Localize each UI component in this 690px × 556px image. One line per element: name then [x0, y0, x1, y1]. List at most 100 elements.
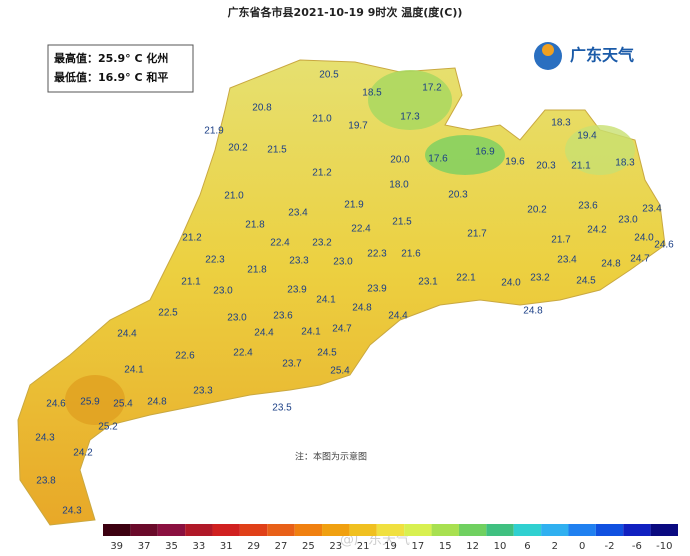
legend-tick-label: 23	[329, 541, 342, 552]
station-value: 24.4	[388, 311, 408, 322]
legend-swatch	[513, 524, 542, 536]
summary-box	[47, 44, 194, 93]
legend-tick-label: 0	[579, 541, 585, 552]
station-value: 24.0	[501, 278, 521, 289]
station-value: 24.5	[576, 276, 596, 287]
legend-tick-label: -2	[605, 541, 615, 552]
station-value: 21.8	[245, 220, 265, 231]
cool-area	[425, 135, 505, 175]
legend-tick-label: 12	[466, 541, 479, 552]
legend-swatch	[157, 524, 186, 536]
station-value: 24.5	[317, 348, 337, 359]
station-value: 24.8	[352, 303, 372, 314]
station-value: 21.2	[182, 233, 202, 244]
legend-swatch	[185, 524, 213, 536]
station-labels: 20.5 18.5 17.2 20.8 21.0 19.7 17.3 18.3 21.9 19.4…	[35, 70, 674, 517]
station-value: 23.8	[36, 476, 56, 487]
title: 广东省各市县2021-10-19 9时次 温度(度(C))	[228, 5, 463, 19]
station-value: 17.3	[400, 112, 420, 123]
station-value: 24.7	[630, 254, 650, 265]
station-value: 23.3	[289, 256, 309, 267]
legend-swatch	[239, 524, 268, 536]
min-value: 最低值：16.9° C 和平	[54, 70, 168, 84]
logo-sun	[542, 44, 554, 56]
station-value: 21.2	[312, 168, 332, 179]
station-value: 23.0	[213, 286, 233, 297]
station-value: 19.4	[577, 131, 597, 142]
legend-tick-label: 35	[165, 541, 178, 552]
legend-tick-label: 39	[110, 541, 123, 552]
max-value: 最高值：25.9° C 化州	[54, 51, 168, 65]
legend-swatch	[431, 524, 459, 536]
legend-swatch	[650, 524, 678, 536]
station-value: 21.1	[571, 161, 591, 172]
station-value: 24.1	[301, 327, 321, 338]
province-map	[17, 59, 666, 526]
station-value: 21.0	[312, 114, 332, 125]
legend-tick-label: 37	[138, 541, 151, 552]
station-value: 21.5	[392, 217, 412, 228]
station-value: 23.7	[282, 359, 302, 370]
legend-swatch	[486, 524, 514, 536]
legend-tick-label: 19	[384, 541, 397, 552]
station-value: 22.5	[158, 308, 178, 319]
station-value: 22.3	[205, 255, 225, 266]
station-value: 21.7	[467, 229, 487, 240]
station-value: 20.3	[448, 190, 468, 201]
station-value: 23.2	[312, 238, 332, 249]
station-value: 17.2	[422, 83, 442, 94]
legend-tick-label: 25	[302, 541, 315, 552]
station-value: 22.1	[456, 273, 476, 284]
legend-swatch	[322, 524, 350, 536]
station-value: 25.4	[113, 399, 133, 410]
station-value: 21.1	[181, 277, 201, 288]
station-value: 22.3	[367, 249, 387, 260]
legend-swatch	[212, 524, 240, 536]
legend-swatch	[294, 524, 323, 536]
station-value: 22.4	[270, 238, 290, 249]
legend-swatch	[130, 524, 158, 536]
station-value: 23.2	[530, 273, 550, 284]
legend-tick-label: 17	[412, 541, 425, 552]
legend: 39 37 35 33 31 29 27 25 23 21 19 17 15 12 10 6 2 0 -2 -6 -10	[103, 524, 678, 552]
station-value: 22.6	[175, 351, 195, 362]
station-value: 20.2	[527, 205, 547, 216]
legend-tick-label: 10	[494, 541, 507, 552]
station-value: 24.3	[62, 506, 82, 517]
station-value: 23.4	[288, 208, 308, 219]
legend-tick-label: 2	[552, 541, 558, 552]
station-value: 24.6	[654, 240, 674, 251]
station-value: 23.5	[272, 403, 292, 414]
station-value: 19.6	[505, 157, 525, 168]
cool-area	[368, 70, 452, 130]
station-value: 20.8	[252, 103, 272, 114]
station-value: 21.0	[224, 191, 244, 202]
legend-swatch	[458, 524, 487, 536]
station-value: 21.7	[551, 235, 571, 246]
station-value: 23.9	[287, 285, 307, 296]
legend-swatch	[568, 524, 596, 536]
station-value: 25.9	[80, 397, 100, 408]
legend-tick-label: 29	[247, 541, 260, 552]
logo-text: 广东天气	[570, 46, 634, 65]
legend-tick-label: 21	[357, 541, 370, 552]
station-value: 24.2	[73, 448, 93, 459]
legend-swatch	[404, 524, 432, 536]
legend-swatch	[376, 524, 405, 536]
legend-tick-label: 33	[192, 541, 205, 552]
station-value: 16.9	[475, 147, 495, 158]
station-value: 23.0	[618, 215, 638, 226]
station-value: 21.8	[247, 265, 267, 276]
station-value: 20.0	[390, 155, 410, 166]
station-value: 18.0	[389, 180, 409, 191]
legend-tick-label: 31	[220, 541, 233, 552]
station-value: 24.3	[35, 433, 55, 444]
station-value: 23.0	[333, 257, 353, 268]
station-value: 20.3	[536, 161, 556, 172]
station-value: 24.7	[332, 324, 352, 335]
note: 注：本图为示意图	[295, 451, 367, 463]
legend-tick-label: -10	[656, 541, 672, 552]
legend-tick-label: 6	[524, 541, 530, 552]
station-value: 23.0	[227, 313, 247, 324]
